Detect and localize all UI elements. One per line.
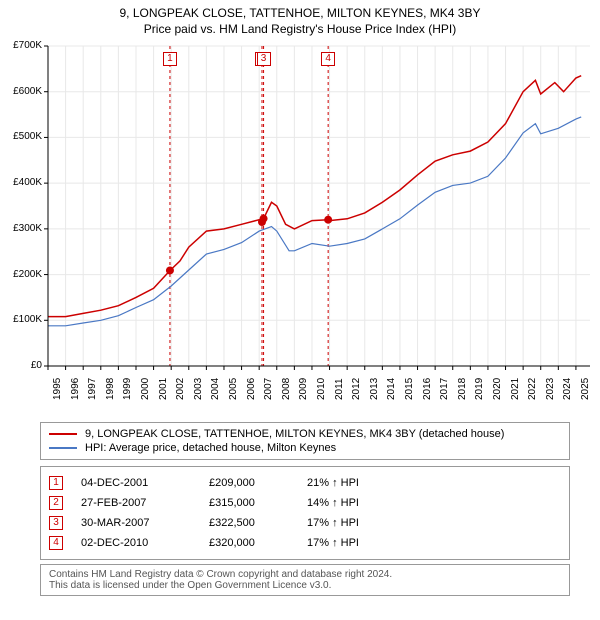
x-tick-label: 2006 — [246, 378, 257, 400]
title-sub: Price paid vs. HM Land Registry's House … — [0, 22, 600, 36]
x-tick-label: 2014 — [386, 378, 397, 400]
transaction-row: 2 27-FEB-2007 £315,000 14% ↑ HPI — [49, 493, 561, 513]
y-tick-label: £100K — [2, 314, 42, 325]
x-tick-label: 2003 — [193, 378, 204, 400]
x-tick-label: 1996 — [70, 378, 81, 400]
transaction-marker: 2 — [49, 496, 63, 510]
x-tick-label: 1997 — [87, 378, 98, 400]
x-tick-label: 1995 — [52, 378, 63, 400]
title-main: 9, LONGPEAK CLOSE, TATTENHOE, MILTON KEY… — [0, 6, 600, 20]
x-tick-label: 1999 — [122, 378, 133, 400]
transaction-marker: 3 — [49, 516, 63, 530]
transaction-pct: 14% ↑ HPI — [307, 497, 397, 509]
transaction-date: 04-DEC-2001 — [81, 477, 191, 489]
transaction-price: £209,000 — [209, 477, 289, 489]
x-tick-label: 2004 — [210, 378, 221, 400]
attribution-footer: Contains HM Land Registry data © Crown c… — [40, 564, 570, 596]
x-tick-label: 2010 — [316, 378, 327, 400]
chart-svg — [0, 36, 600, 416]
y-tick-label: £0 — [2, 360, 42, 371]
x-tick-label: 2001 — [158, 378, 169, 400]
marker-callout: 3 — [257, 52, 271, 66]
legend-item: HPI: Average price, detached house, Milt… — [49, 441, 561, 455]
x-tick-label: 2017 — [439, 378, 450, 400]
legend-label: HPI: Average price, detached house, Milt… — [85, 442, 336, 454]
transaction-row: 1 04-DEC-2001 £209,000 21% ↑ HPI — [49, 473, 561, 493]
transaction-pct: 17% ↑ HPI — [307, 517, 397, 529]
transaction-pct: 17% ↑ HPI — [307, 537, 397, 549]
x-tick-label: 2025 — [580, 378, 591, 400]
transaction-price: £320,000 — [209, 537, 289, 549]
x-tick-label: 2019 — [474, 378, 485, 400]
y-tick-label: £700K — [2, 40, 42, 51]
transaction-row: 4 02-DEC-2010 £320,000 17% ↑ HPI — [49, 533, 561, 553]
x-tick-label: 1998 — [105, 378, 116, 400]
x-tick-label: 2021 — [510, 378, 521, 400]
x-tick-label: 2012 — [351, 378, 362, 400]
x-tick-label: 2016 — [422, 378, 433, 400]
x-tick-label: 2009 — [298, 378, 309, 400]
x-tick-label: 2020 — [492, 378, 503, 400]
transaction-pct: 21% ↑ HPI — [307, 477, 397, 489]
y-tick-label: £400K — [2, 177, 42, 188]
x-tick-label: 2007 — [263, 378, 274, 400]
legend: 9, LONGPEAK CLOSE, TATTENHOE, MILTON KEY… — [40, 422, 570, 460]
x-tick-label: 2023 — [545, 378, 556, 400]
marker-callout: 1 — [163, 52, 177, 66]
x-tick-label: 2000 — [140, 378, 151, 400]
x-tick-label: 2002 — [175, 378, 186, 400]
transaction-marker: 1 — [49, 476, 63, 490]
marker-callout: 4 — [321, 52, 335, 66]
y-tick-label: £500K — [2, 131, 42, 142]
legend-swatch — [49, 433, 77, 435]
footer-line-2: This data is licensed under the Open Gov… — [49, 580, 561, 591]
transaction-date: 30-MAR-2007 — [81, 517, 191, 529]
x-tick-label: 2024 — [562, 378, 573, 400]
x-tick-label: 2015 — [404, 378, 415, 400]
chart-titles: 9, LONGPEAK CLOSE, TATTENHOE, MILTON KEY… — [0, 0, 600, 36]
x-tick-label: 2018 — [457, 378, 468, 400]
x-tick-label: 2011 — [334, 378, 345, 400]
x-tick-label: 2022 — [527, 378, 538, 400]
transaction-date: 27-FEB-2007 — [81, 497, 191, 509]
transaction-price: £322,500 — [209, 517, 289, 529]
transactions-table: 1 04-DEC-2001 £209,000 21% ↑ HPI 2 27-FEB-200… — [40, 466, 570, 560]
transaction-marker: 4 — [49, 536, 63, 550]
x-tick-label: 2013 — [369, 378, 380, 400]
x-tick-label: 2005 — [228, 378, 239, 400]
transaction-date: 02-DEC-2010 — [81, 537, 191, 549]
transaction-row: 3 30-MAR-2007 £322,500 17% ↑ HPI — [49, 513, 561, 533]
transaction-price: £315,000 — [209, 497, 289, 509]
chart-area: £0 £100K £200K £300K £400K £500K £600K £700K 19… — [0, 36, 600, 416]
legend-item: 9, LONGPEAK CLOSE, TATTENHOE, MILTON KEY… — [49, 427, 561, 441]
footer-line-1: Contains HM Land Registry data © Crown c… — [49, 569, 561, 580]
y-tick-label: £300K — [2, 223, 42, 234]
y-tick-label: £200K — [2, 269, 42, 280]
legend-label: 9, LONGPEAK CLOSE, TATTENHOE, MILTON KEY… — [85, 428, 504, 440]
y-tick-label: £600K — [2, 86, 42, 97]
x-tick-label: 2008 — [281, 378, 292, 400]
legend-swatch — [49, 447, 77, 449]
